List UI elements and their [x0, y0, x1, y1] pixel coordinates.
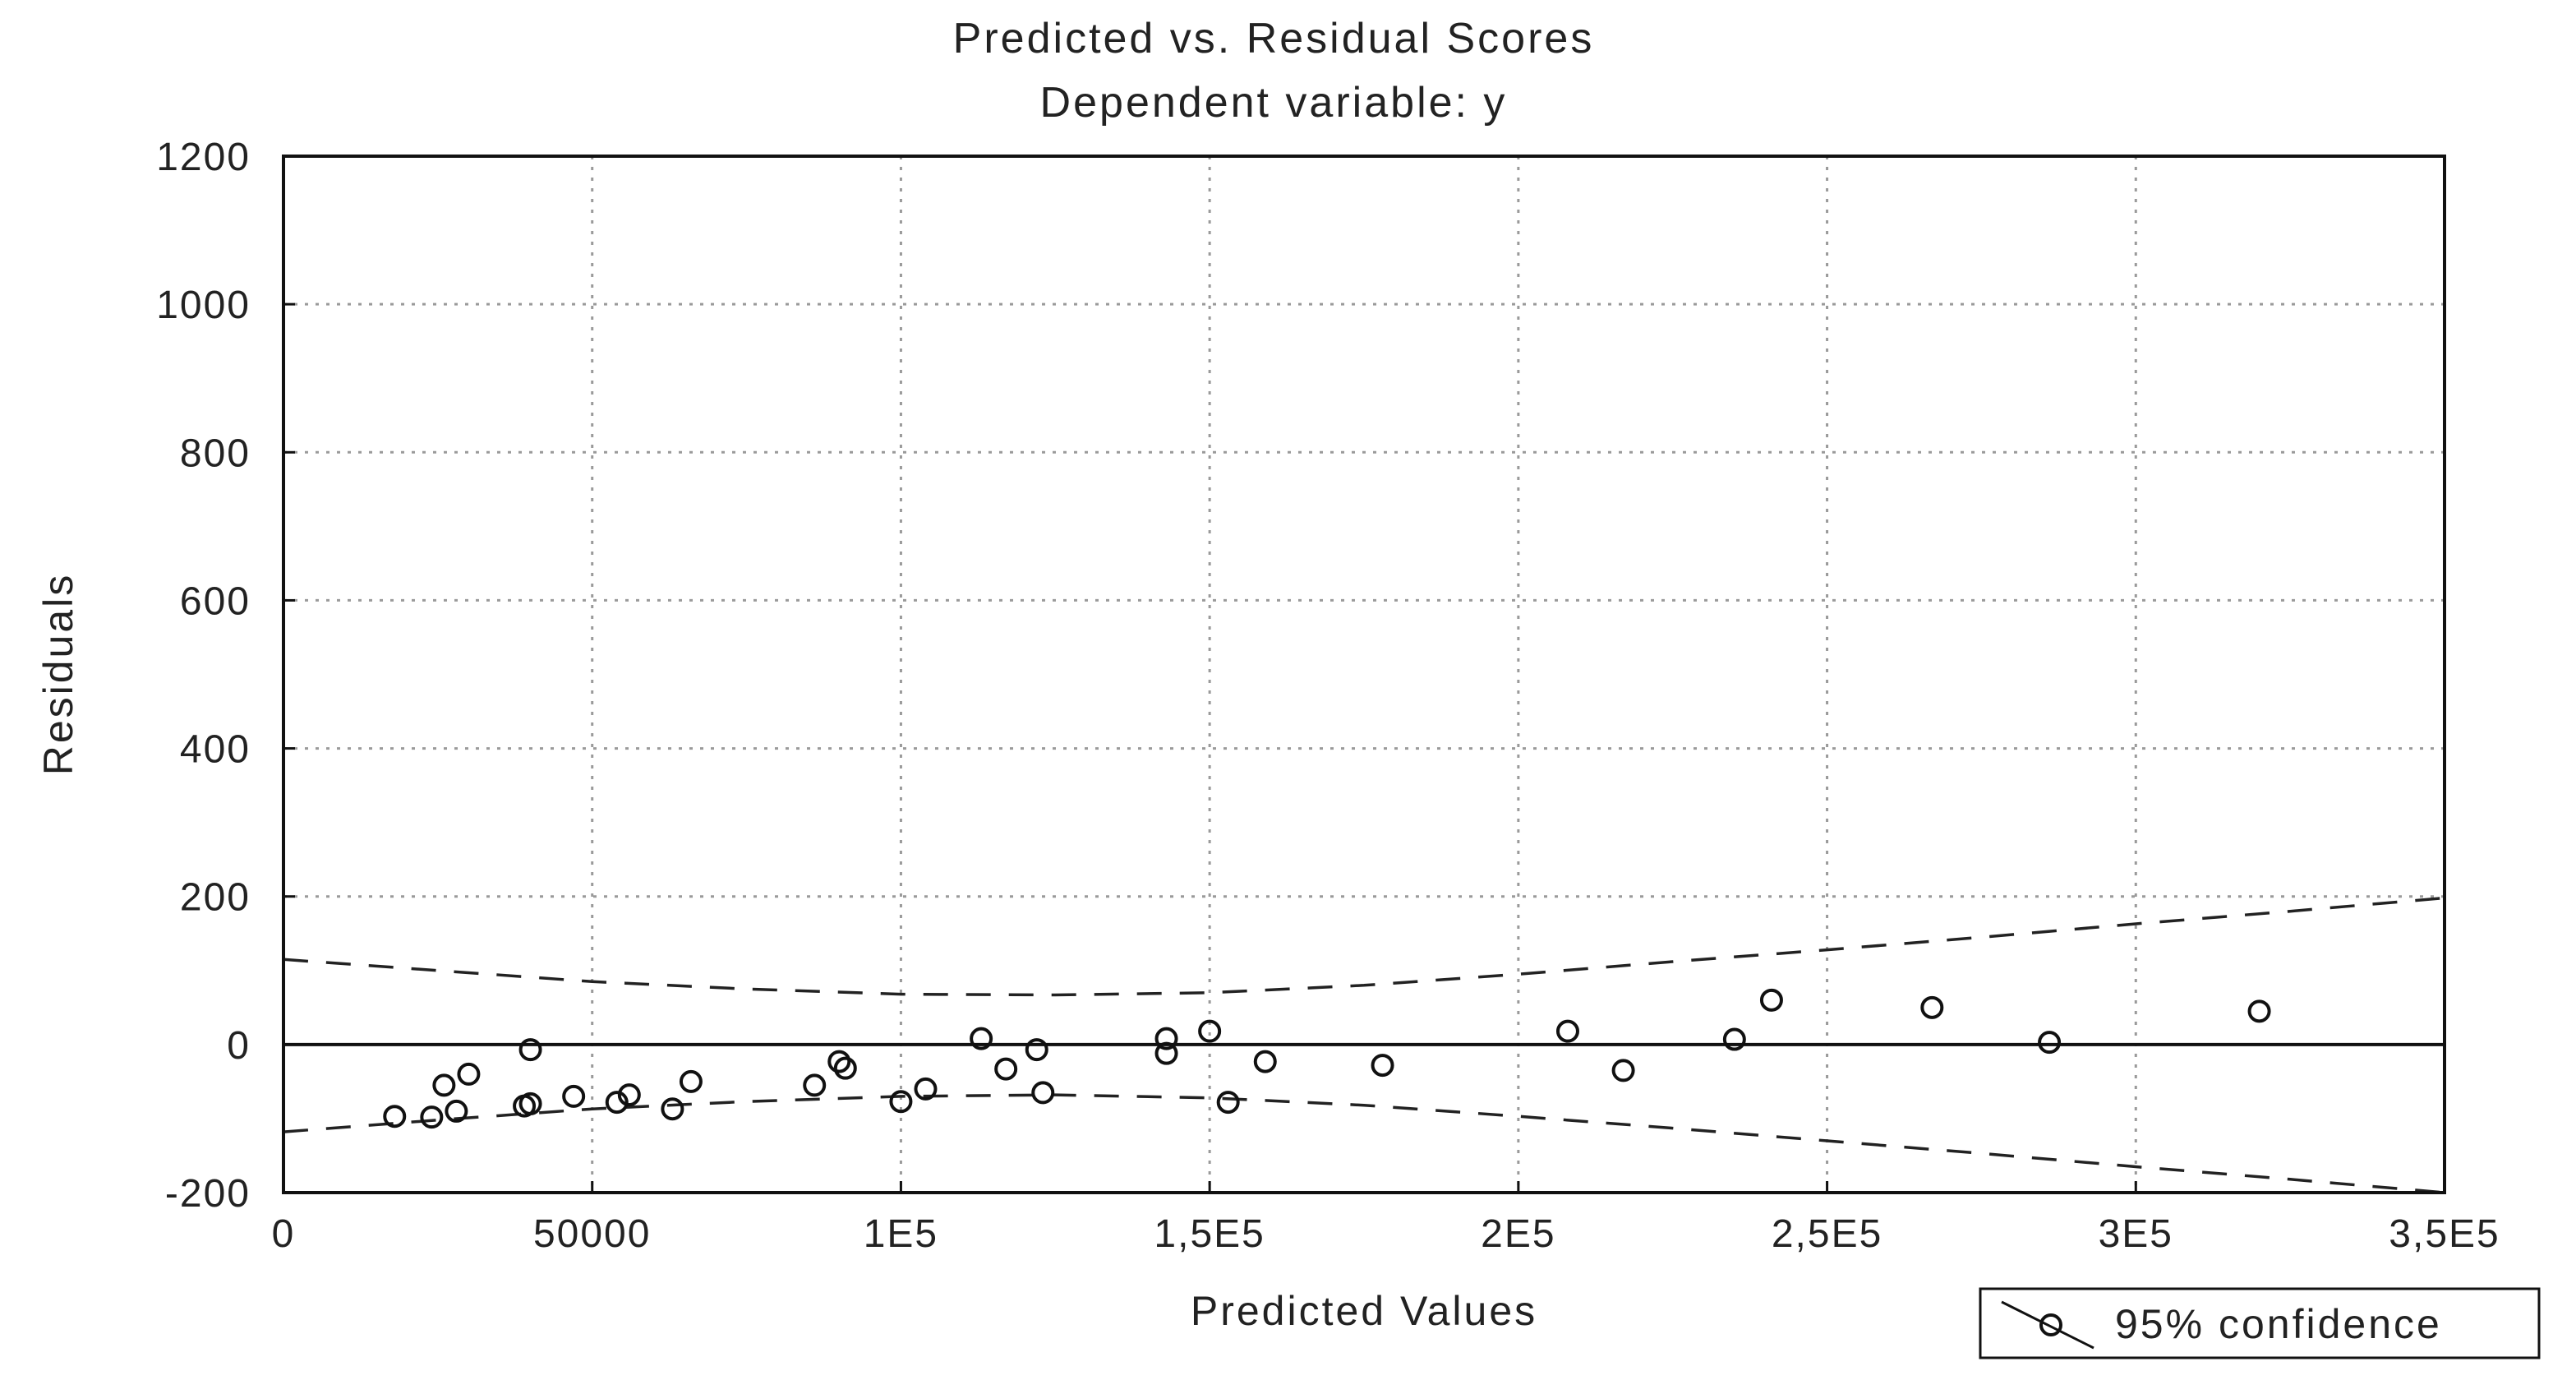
- data-point: [1154, 1027, 1178, 1050]
- data-points: [383, 988, 2271, 1129]
- x-tick-label: 50000: [533, 1212, 651, 1256]
- plot-frame: [282, 155, 2446, 1194]
- x-tick-label: 1E5: [864, 1212, 938, 1256]
- axis-ticks: 0 50000 1E5 1,5E5 2E5 2,5E5 3E5 3,5E5 -200 0 200 40…: [156, 136, 2500, 1256]
- data-point: [1154, 1041, 1178, 1065]
- data-point: [679, 1069, 703, 1093]
- data-point: [994, 1057, 1018, 1081]
- data-point: [1555, 1019, 1579, 1043]
- data-point: [661, 1097, 684, 1121]
- data-point: [970, 1027, 993, 1050]
- data-point: [914, 1077, 938, 1101]
- data-point: [803, 1073, 827, 1097]
- x-tick-label: 2E5: [1481, 1212, 1555, 1256]
- data-point: [2247, 999, 2271, 1023]
- y-tick-label: 1200: [156, 136, 251, 179]
- data-point: [827, 1050, 851, 1073]
- y-tick-label: 600: [180, 579, 251, 623]
- x-axis-label: Predicted Values: [1191, 1288, 1537, 1334]
- data-point: [432, 1073, 456, 1097]
- data-point: [562, 1084, 586, 1108]
- y-tick-label: 1000: [156, 284, 251, 327]
- data-point: [1920, 995, 1944, 1019]
- data-point: [457, 1062, 481, 1086]
- legend-line-icon: [2001, 1300, 2094, 1350]
- data-point: [1025, 1038, 1048, 1062]
- data-point: [1611, 1059, 1635, 1082]
- chart-subtitle: Dependent variable: y: [1040, 79, 1508, 127]
- data-point: [383, 1105, 407, 1128]
- y-tick-label: 0: [227, 1024, 251, 1068]
- confidence-upper-line: [283, 896, 2445, 997]
- y-tick-label: -200: [165, 1172, 251, 1216]
- data-point: [1722, 1027, 1746, 1051]
- y-tick-label: 200: [180, 876, 251, 920]
- legend-entry: 95% confidence: [2115, 1301, 2442, 1347]
- data-point: [1371, 1054, 1394, 1078]
- data-point: [1031, 1081, 1055, 1105]
- gridlines: [283, 156, 2445, 1193]
- data-point: [833, 1056, 857, 1080]
- data-point: [518, 1092, 542, 1115]
- x-tick-label: 3,5E5: [2389, 1212, 2500, 1256]
- data-point: [2038, 1031, 2062, 1055]
- data-point: [445, 1099, 468, 1123]
- y-axis-label: Residuals: [35, 573, 81, 776]
- data-point: [889, 1090, 913, 1114]
- y-tick-label: 400: [180, 728, 251, 772]
- chart-title: Predicted vs. Residual Scores: [953, 15, 1595, 62]
- confidence-lower-line: [283, 1093, 2445, 1194]
- x-tick-label: 2,5E5: [1772, 1212, 1882, 1256]
- data-point: [1759, 988, 1783, 1012]
- data-point: [1198, 1019, 1222, 1043]
- confidence-band: [283, 896, 2445, 1194]
- y-tick-label: 800: [180, 432, 251, 475]
- legend: 95% confidence: [1979, 1287, 2541, 1359]
- data-point: [1253, 1050, 1277, 1073]
- x-tick-label: 1,5E5: [1154, 1212, 1265, 1256]
- legend-marker-icon: [2039, 1313, 2062, 1336]
- x-tick-label: 0: [272, 1212, 296, 1256]
- data-point: [617, 1083, 641, 1107]
- data-point: [518, 1038, 542, 1062]
- data-point: [605, 1091, 629, 1115]
- data-point: [1216, 1091, 1240, 1115]
- legend-box: [1979, 1287, 2541, 1359]
- data-point: [420, 1105, 444, 1129]
- x-tick-label: 3E5: [2099, 1212, 2173, 1256]
